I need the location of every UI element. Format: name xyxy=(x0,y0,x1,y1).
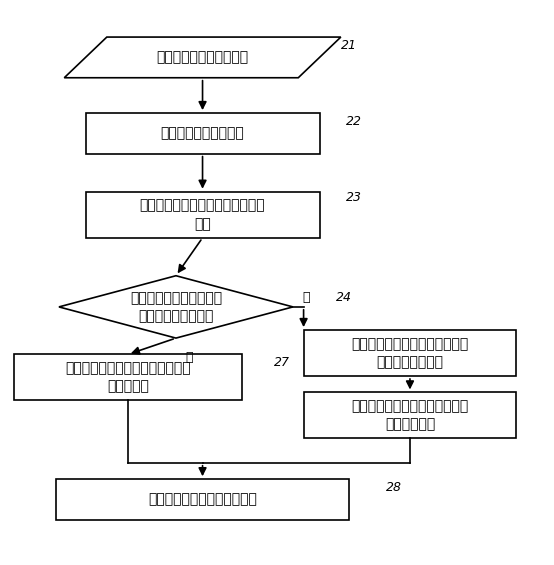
Text: 创建一个和所下载的文件的类型
匹配的新的文件夹: 创建一个和所下载的文件的类型 匹配的新的文件夹 xyxy=(351,337,469,369)
Bar xyxy=(85,113,320,154)
Bar xyxy=(14,354,243,401)
Text: 是: 是 xyxy=(186,350,193,364)
Text: 28: 28 xyxy=(386,481,402,494)
Bar xyxy=(304,330,516,376)
Polygon shape xyxy=(64,37,341,78)
Text: 27: 27 xyxy=(274,356,290,369)
Bar xyxy=(304,392,516,438)
Text: 控制将所下载的文件保存到所述
新的文件夹里: 控制将所下载的文件保存到所述 新的文件夹里 xyxy=(351,399,469,432)
Text: 23: 23 xyxy=(346,190,362,203)
Text: 当前是否有与下载文件的
类型匹配的文件夹？: 当前是否有与下载文件的 类型匹配的文件夹？ xyxy=(130,291,222,323)
Text: 24: 24 xyxy=(336,291,351,304)
Text: 根据文件名称解析出所下载文件的
类型: 根据文件名称解析出所下载文件的 类型 xyxy=(140,198,265,231)
Text: 获取所下载文件的名称: 获取所下载文件的名称 xyxy=(161,127,244,140)
Text: 控制将所下载的文件保存到类型匹
配的文件夹: 控制将所下载的文件保存到类型匹 配的文件夹 xyxy=(65,361,191,394)
Bar xyxy=(85,192,320,238)
Text: 否: 否 xyxy=(302,290,310,303)
Text: 下载文件并保存到相应文件夹: 下载文件并保存到相应文件夹 xyxy=(148,493,257,506)
Text: 选择下载的文件开始下载: 选择下载的文件开始下载 xyxy=(156,50,249,64)
Polygon shape xyxy=(59,276,293,338)
Text: 21: 21 xyxy=(341,38,357,52)
Bar xyxy=(57,479,349,520)
Text: 22: 22 xyxy=(346,115,362,128)
